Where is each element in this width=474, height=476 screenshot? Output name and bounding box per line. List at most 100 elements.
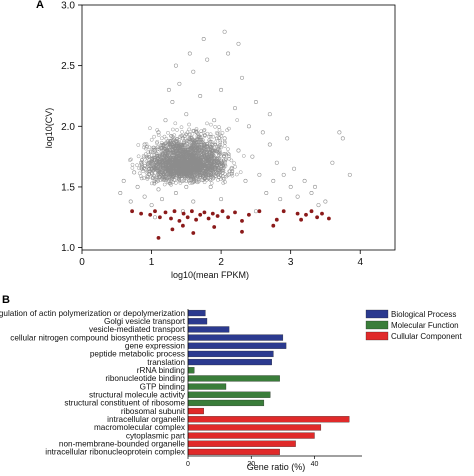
scatter-point (340, 136, 345, 141)
scatter-cloud-point (183, 142, 188, 147)
scatter-x-tick-label: 1 (149, 257, 155, 268)
bar-category-label: intracellular organelle (107, 415, 185, 424)
scatter-cloud-point (187, 180, 192, 185)
scatter-cloud-point (170, 160, 175, 165)
scatter-point (184, 112, 189, 117)
scatter-cloud-point (185, 156, 189, 161)
scatter-cloud-point (182, 152, 186, 157)
scatter-cloud-point (197, 134, 201, 139)
scatter-highlight-point (177, 219, 182, 223)
scatter-cloud-point (190, 156, 195, 161)
scatter-cloud-point (220, 161, 224, 166)
bar-x-axis-title: Gene ratio (%) (247, 462, 306, 472)
bar-category-label: non-membrane-bounded organelle (59, 440, 186, 449)
scatter-point (222, 136, 227, 141)
scatter-cloud-point (159, 162, 164, 167)
scatter-x-tick-label: 0 (79, 257, 85, 268)
scatter-cloud-point (205, 142, 209, 146)
scatter-cloud-point (199, 155, 203, 159)
scatter-cloud-point (208, 134, 213, 139)
scatter-cloud-point (217, 128, 222, 132)
scatter-cloud-point (211, 153, 216, 158)
scatter-highlight-point (163, 210, 168, 215)
scatter-cloud-point (196, 152, 201, 157)
scatter-cloud-point (145, 155, 150, 160)
scatter-cloud-point (139, 162, 144, 167)
legend-label: Biological Process (391, 310, 456, 319)
scatter-cloud-point (213, 140, 218, 145)
scatter-cloud-point (217, 175, 221, 180)
scatter-cloud-point (209, 154, 214, 159)
scatter-highlight-point (210, 211, 215, 216)
scatter-highlight-point (206, 216, 211, 221)
bar (187, 318, 208, 325)
scatter-point (302, 178, 307, 183)
bar (187, 416, 350, 423)
scatter-point (205, 57, 210, 62)
scatter-point (215, 160, 220, 165)
scatter-cloud-point (159, 169, 163, 174)
scatter-x-axis-title: log10(mean FPKM) (171, 270, 249, 280)
scatter-highlight-point (240, 229, 244, 234)
scatter-cloud-point (223, 180, 227, 184)
scatter-cloud-point (226, 147, 230, 151)
scatter-cloud-point (178, 134, 182, 139)
scatter-cloud-point (205, 167, 210, 171)
scatter-cloud-point (172, 150, 176, 154)
scatter-cloud-point (189, 162, 193, 166)
scatter-cloud-point (176, 151, 181, 156)
scatter-cloud-point (184, 139, 189, 144)
scatter-cloud-point (186, 159, 191, 164)
scatter-cloud-point (205, 147, 209, 152)
bar (187, 424, 322, 431)
scatter-cloud-point (158, 167, 163, 172)
scatter-cloud-point (178, 154, 183, 159)
scatter-cloud-point (162, 176, 166, 181)
bar-category-label: macromolecular complex (94, 423, 185, 432)
scatter-cloud-point (211, 134, 215, 139)
scatter-cloud-point (187, 153, 191, 158)
scatter-highlight-point (158, 215, 162, 220)
scatter-cloud-point (223, 159, 227, 164)
scatter-cloud-point (149, 137, 154, 142)
scatter-cloud-point (202, 180, 207, 185)
scatter-cloud-point (158, 146, 163, 150)
scatter-cloud-point (184, 179, 189, 183)
scatter-cloud-point (187, 127, 192, 132)
scatter-cloud-point (178, 144, 183, 149)
scatter-cloud-point (218, 166, 223, 171)
scatter-y-tick-label: 1.0 (61, 243, 75, 254)
bar-x-tick-label: 0 (186, 461, 190, 468)
scatter-cloud-point (230, 173, 235, 178)
scatter-point (240, 75, 244, 80)
scatter-point (177, 166, 182, 171)
scatter-cloud-point (141, 154, 146, 158)
scatter-highlight-point (257, 209, 262, 214)
scatter-point (118, 191, 123, 195)
scatter-cloud-point (137, 166, 141, 171)
scatter-highlight-point (299, 217, 303, 222)
scatter-cloud-point (168, 151, 173, 156)
bar-category-label: GTP binding (140, 382, 186, 391)
scatter-cloud-point (227, 156, 231, 161)
scatter-point (149, 166, 154, 171)
scatter-cloud-point (174, 171, 179, 176)
scatter-y-axis-title: log10(CV) (44, 108, 54, 149)
scatter-cloud-point (215, 131, 220, 136)
scatter-cloud-point (211, 175, 216, 180)
scatter-cloud-point (161, 175, 166, 179)
scatter-cloud-point (214, 144, 219, 149)
scatter-cloud-point (229, 171, 234, 176)
scatter-cloud-point (157, 159, 161, 164)
scatter-cloud-point (160, 163, 165, 168)
scatter-cloud-point (180, 170, 185, 174)
scatter-cloud-point (162, 173, 167, 177)
scatter-point (226, 51, 231, 56)
scatter-cloud-point (171, 127, 175, 132)
scatter-cloud-point (160, 151, 165, 156)
scatter-cloud-point (175, 128, 179, 132)
scatter-cloud-point (180, 134, 185, 139)
scatter-cloud-point (153, 164, 158, 169)
bar-x-tick-label: 40 (311, 461, 319, 468)
scatter-cloud-point (192, 175, 197, 179)
